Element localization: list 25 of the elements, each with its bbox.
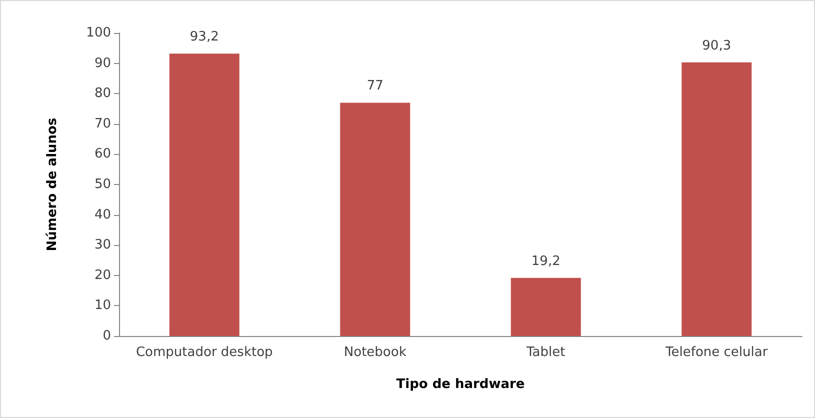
y-tick-label: 50 (94, 177, 111, 192)
data-label: 93,2 (190, 30, 219, 45)
bar (169, 54, 240, 336)
bar (682, 62, 752, 336)
data-label: 90,3 (702, 38, 732, 54)
x-tick-label: Telefone celular (664, 345, 768, 360)
y-tick-label: 70 (94, 116, 111, 132)
x-axis-title: Tipo de hardware (396, 377, 525, 392)
y-tick-label: 60 (94, 146, 111, 162)
y-axis-title: Número de alunos (45, 118, 60, 252)
x-tick-label: Notebook (344, 345, 407, 360)
y-tick-label: 10 (94, 298, 111, 314)
x-tick-label: Computador desktop (136, 345, 273, 360)
data-label: 77 (366, 78, 384, 94)
y-tick-label: 30 (94, 238, 111, 253)
data-label: 19,2 (531, 254, 560, 269)
y-tick-label: 90 (94, 56, 111, 71)
x-tick-label: Tablet (526, 345, 566, 360)
bar (340, 102, 410, 336)
y-tick-label: 100 (86, 26, 111, 40)
y-tick-label: 20 (94, 268, 111, 283)
y-tick-label: 0 (102, 328, 111, 344)
y-tick-label: 80 (94, 86, 111, 102)
bar (510, 278, 581, 336)
y-tick-label: 40 (94, 207, 111, 222)
